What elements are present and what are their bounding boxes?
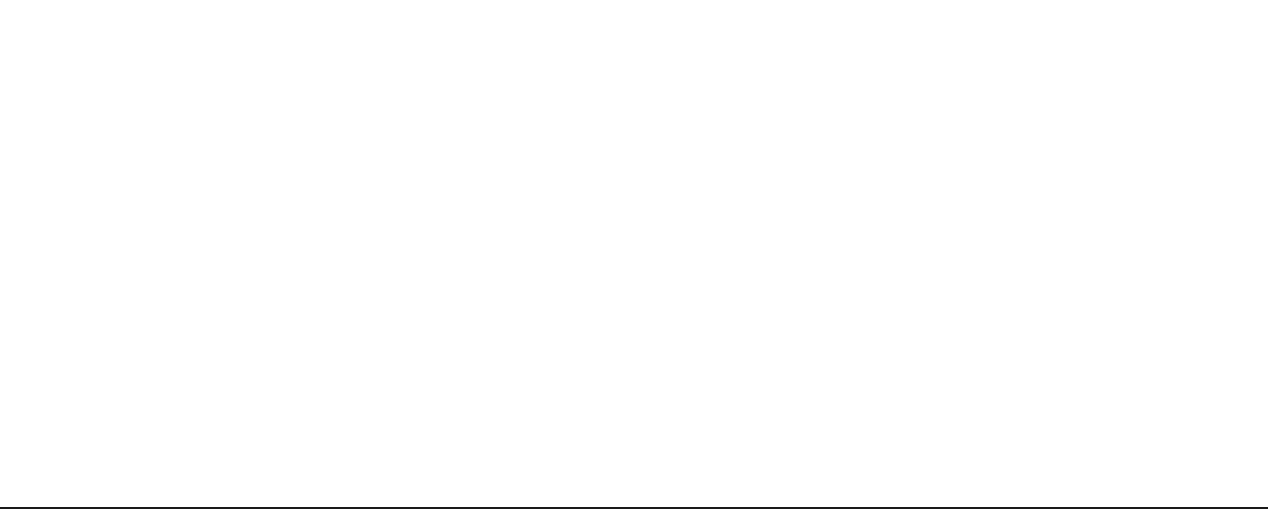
stiffness-density-chart [0,0,630,516]
strength-density-chart [630,0,1268,516]
bottom-rule [0,507,1268,509]
